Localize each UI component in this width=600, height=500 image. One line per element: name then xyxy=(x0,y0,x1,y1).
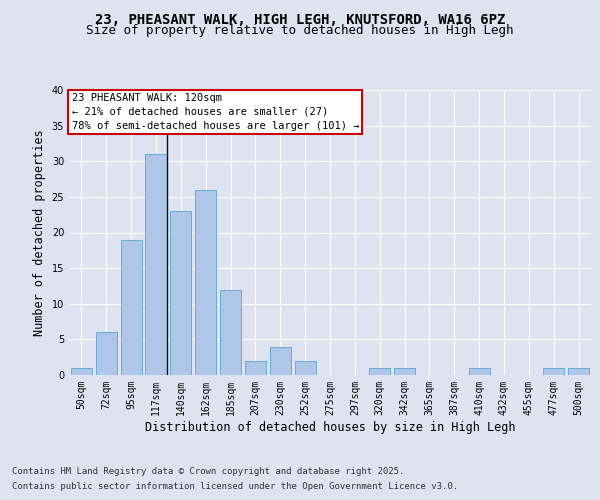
Bar xyxy=(96,332,117,375)
Bar xyxy=(270,346,291,375)
Bar xyxy=(295,361,316,375)
Bar xyxy=(71,368,92,375)
Bar xyxy=(245,361,266,375)
Bar xyxy=(543,368,564,375)
X-axis label: Distribution of detached houses by size in High Legh: Distribution of detached houses by size … xyxy=(145,420,515,434)
Bar xyxy=(369,368,390,375)
Text: Size of property relative to detached houses in High Legh: Size of property relative to detached ho… xyxy=(86,24,514,37)
Text: Contains HM Land Registry data © Crown copyright and database right 2025.: Contains HM Land Registry data © Crown c… xyxy=(12,467,404,476)
Bar xyxy=(121,240,142,375)
Bar xyxy=(394,368,415,375)
Bar xyxy=(568,368,589,375)
Y-axis label: Number of detached properties: Number of detached properties xyxy=(33,129,46,336)
Text: 23, PHEASANT WALK, HIGH LEGH, KNUTSFORD, WA16 6PZ: 23, PHEASANT WALK, HIGH LEGH, KNUTSFORD,… xyxy=(95,12,505,26)
Bar xyxy=(170,211,191,375)
Text: 23 PHEASANT WALK: 120sqm
← 21% of detached houses are smaller (27)
78% of semi-d: 23 PHEASANT WALK: 120sqm ← 21% of detach… xyxy=(71,93,359,131)
Bar xyxy=(469,368,490,375)
Text: Contains public sector information licensed under the Open Government Licence v3: Contains public sector information licen… xyxy=(12,482,458,491)
Bar xyxy=(195,190,216,375)
Bar xyxy=(220,290,241,375)
Bar xyxy=(145,154,167,375)
